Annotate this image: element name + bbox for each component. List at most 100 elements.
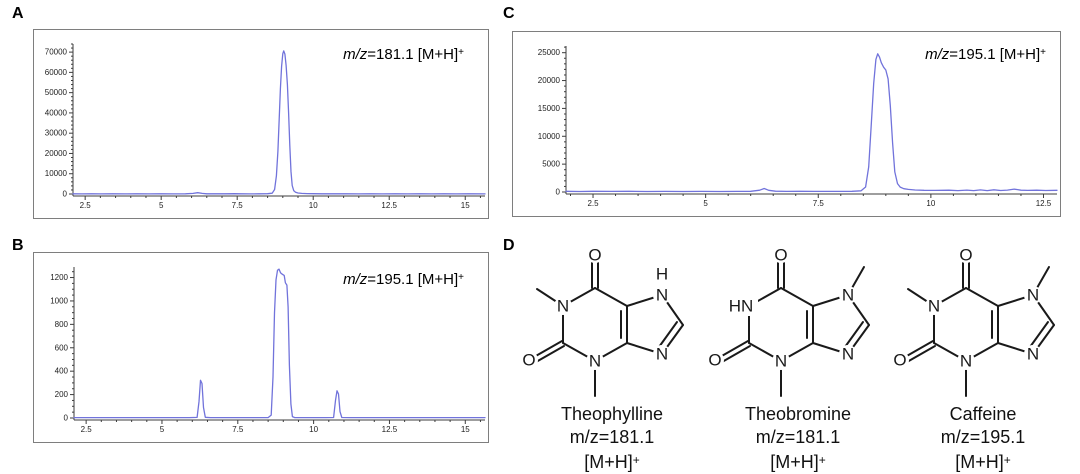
y-tick-label: 30000: [45, 129, 68, 138]
y-tick-label: 200: [55, 390, 69, 399]
y-tick-label: 20000: [538, 76, 561, 85]
x-tick-label: 5: [159, 201, 164, 210]
charge-superscript: +: [458, 272, 464, 283]
y-tick-label: 10000: [538, 132, 561, 141]
charge-superscript: +: [1040, 47, 1046, 58]
y-tick-label: 60000: [45, 68, 68, 77]
n3-atom: N: [775, 352, 787, 371]
mz-italic: m/z: [343, 46, 368, 63]
panel-label-b: B: [12, 237, 24, 254]
y-tick-label: 1200: [50, 273, 68, 282]
x-tick-label: 10: [309, 201, 318, 210]
x-tick-label: 2.5: [80, 201, 92, 210]
y-tick-label: 600: [55, 343, 69, 352]
x-tick-label: 2.5: [587, 199, 599, 208]
panel-label-c: C: [503, 5, 515, 22]
x-tick-label: 12.5: [381, 201, 397, 210]
n7-atom: N: [1027, 286, 1039, 305]
y-tick-label: 10000: [45, 169, 68, 178]
x-tick-label: 12.5: [382, 425, 398, 434]
n9-atom: N: [656, 345, 668, 364]
x-tick-label: 5: [703, 199, 708, 208]
n7-atom: N: [656, 286, 668, 305]
y-tick-label: 400: [55, 367, 69, 376]
molecule-caption: Caffeine m/z=195.1 [M+H]+: [888, 403, 1078, 474]
chromatogram-trace: [72, 50, 486, 195]
y-tick-label: 50000: [45, 88, 68, 97]
oxygen-atom: O: [588, 246, 601, 265]
structure-caffeine: O O N N N N: [891, 245, 1055, 397]
mz-italic: m/z: [925, 46, 950, 63]
oxygen-atom: O: [708, 351, 721, 370]
n1-atom: N: [557, 297, 569, 316]
n3-atom: N: [589, 352, 601, 371]
mz-value: =181.1 [M+H]: [367, 46, 459, 63]
axes: 2.5 5 7.5 10 12.5 15 0 200 400 600 800 1000 1200: [50, 267, 485, 434]
axes: 2.5 5 7.5 10 12.5 0 5000 10000 15000 20000 25000: [538, 46, 1057, 208]
x-tick-label: 7.5: [813, 199, 825, 208]
x-tick-label: 2.5: [81, 425, 93, 434]
oxygen-atom: O: [959, 246, 972, 265]
y-tick-label: 15000: [538, 104, 561, 113]
y-tick-label: 70000: [45, 48, 68, 57]
panel-b-annotation: m/z=195.1 [M+H]+: [343, 271, 464, 288]
molecule-adduct: [M+H]+: [584, 452, 640, 472]
y-tick-label: 25000: [538, 48, 561, 57]
n1-atom: HN: [729, 297, 754, 316]
y-tick-label: 20000: [45, 149, 68, 158]
y-tick-label: 0: [556, 188, 561, 197]
panel-a-annotation: m/z=181.1 [M+H]+: [343, 46, 464, 63]
oxygen-atom: O: [893, 351, 906, 370]
n9-atom: N: [842, 345, 854, 364]
x-tick-label: 10: [309, 425, 318, 434]
molecule-block-caffeine: O O N N N N Caffeine m/z=195.1 [M+H]+: [888, 245, 1078, 474]
molecule-mz: m/z=195.1: [940, 427, 1026, 447]
oxygen-atom: O: [774, 246, 787, 265]
panel-label-d: D: [503, 237, 515, 254]
y-tick-label: 800: [55, 320, 69, 329]
oxygen-atom: O: [522, 351, 535, 370]
x-tick-label: 12.5: [1036, 199, 1052, 208]
chromatogram-trace: [73, 268, 486, 419]
skeleton: O O N N N HN: [706, 245, 870, 397]
axes: 2.5 5 7.5 10 12.5 15 0 10000 20000 30000 40000 5000…: [45, 43, 485, 210]
molecule-mz: m/z=181.1: [569, 427, 655, 447]
y-tick-label: 5000: [542, 160, 560, 169]
y-tick-label: 0: [63, 190, 68, 199]
molecule-name: Caffeine: [949, 404, 1017, 424]
molecule-name: Theophylline: [560, 404, 664, 424]
molecule-block-theobromine: O O N N N HN Theobromine m/z=181.1 [M+H]+: [703, 245, 893, 474]
n7-atom: N: [842, 286, 854, 305]
y-tick-label: 0: [64, 414, 69, 423]
molecule-adduct: [M+H]+: [770, 452, 826, 472]
panel-c-annotation: m/z=195.1 [M+H]+: [925, 46, 1046, 63]
mz-value: =195.1 [M+H]: [367, 271, 459, 288]
n1-atom: N: [928, 297, 940, 316]
x-tick-label: 7.5: [232, 201, 244, 210]
chromatogram-c-plot: 2.5 5 7.5 10 12.5 0 5000 10000 15000 20000 25000: [538, 46, 1058, 208]
n9-atom: N: [1027, 345, 1039, 364]
molecule-adduct: [M+H]+: [955, 452, 1011, 472]
molecule-mz: m/z=181.1: [755, 427, 841, 447]
panel-label-a: A: [12, 5, 24, 22]
n3-atom: N: [960, 352, 972, 371]
y-tick-label: 1000: [50, 296, 68, 305]
charge-superscript: +: [458, 47, 464, 58]
panel-c-chromatogram: 2.5 5 7.5 10 12.5 0 5000 10000 15000 20000 25000 m…: [512, 31, 1061, 217]
x-tick-label: 15: [461, 201, 470, 210]
chromatogram-trace: [565, 53, 1058, 193]
molecule-caption: Theophylline m/z=181.1 [M+H]+: [517, 403, 707, 474]
n7-hydrogen: H: [656, 265, 668, 284]
chromatogram-b-plot: 2.5 5 7.5 10 12.5 15 0 200 400 600 800 1000 1200: [50, 267, 486, 434]
mz-value: =195.1 [M+H]: [949, 46, 1041, 63]
molecule-name: Theobromine: [744, 404, 852, 424]
mz-italic: m/z: [343, 271, 368, 288]
chromatogram-a-plot: 2.5 5 7.5 10 12.5 15 0 10000 20000 30000 40000 5000…: [45, 43, 486, 210]
panel-a-chromatogram: 2.5 5 7.5 10 12.5 15 0 10000 20000 30000 40000 5000…: [33, 29, 489, 219]
y-tick-label: 40000: [45, 108, 68, 117]
x-tick-label: 7.5: [232, 425, 244, 434]
